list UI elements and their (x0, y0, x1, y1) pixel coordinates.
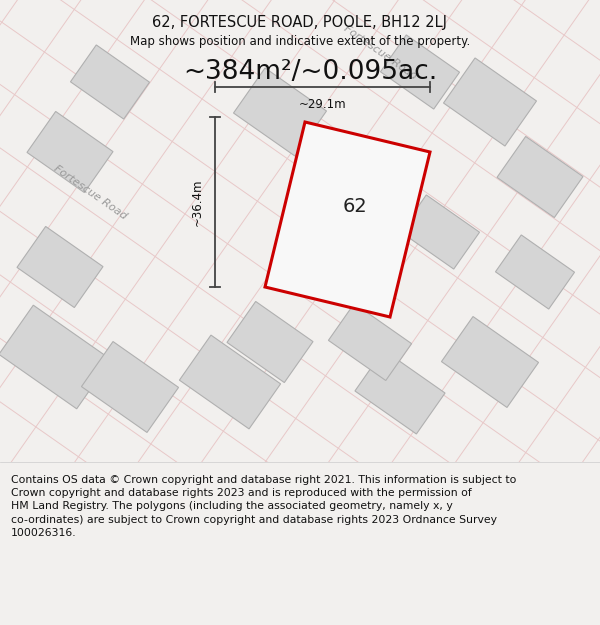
Text: ~384m²/~0.095ac.: ~384m²/~0.095ac. (183, 59, 437, 85)
Polygon shape (271, 225, 350, 299)
Polygon shape (179, 335, 281, 429)
Polygon shape (496, 235, 575, 309)
Polygon shape (442, 316, 539, 408)
Text: 62: 62 (343, 198, 367, 216)
Text: ~29.1m: ~29.1m (299, 98, 346, 111)
Polygon shape (400, 195, 479, 269)
Polygon shape (355, 350, 445, 434)
Polygon shape (82, 341, 179, 432)
Text: ~36.4m: ~36.4m (191, 178, 203, 226)
Text: Contains OS data © Crown copyright and database right 2021. This information is : Contains OS data © Crown copyright and d… (11, 475, 516, 538)
Polygon shape (443, 58, 536, 146)
Polygon shape (380, 35, 460, 109)
Text: 62, FORTESCUE ROAD, POOLE, BH12 2LJ: 62, FORTESCUE ROAD, POOLE, BH12 2LJ (152, 14, 448, 29)
Polygon shape (233, 68, 326, 156)
Polygon shape (227, 301, 313, 382)
Text: Fortescue Road: Fortescue Road (52, 163, 128, 221)
Text: Fortescue Road: Fortescue Road (341, 23, 418, 81)
Polygon shape (265, 122, 430, 317)
Polygon shape (70, 45, 149, 119)
Polygon shape (497, 136, 583, 218)
Polygon shape (27, 111, 113, 192)
Polygon shape (17, 226, 103, 308)
Text: Map shows position and indicative extent of the property.: Map shows position and indicative extent… (130, 36, 470, 49)
Polygon shape (328, 304, 412, 381)
Polygon shape (0, 305, 111, 409)
